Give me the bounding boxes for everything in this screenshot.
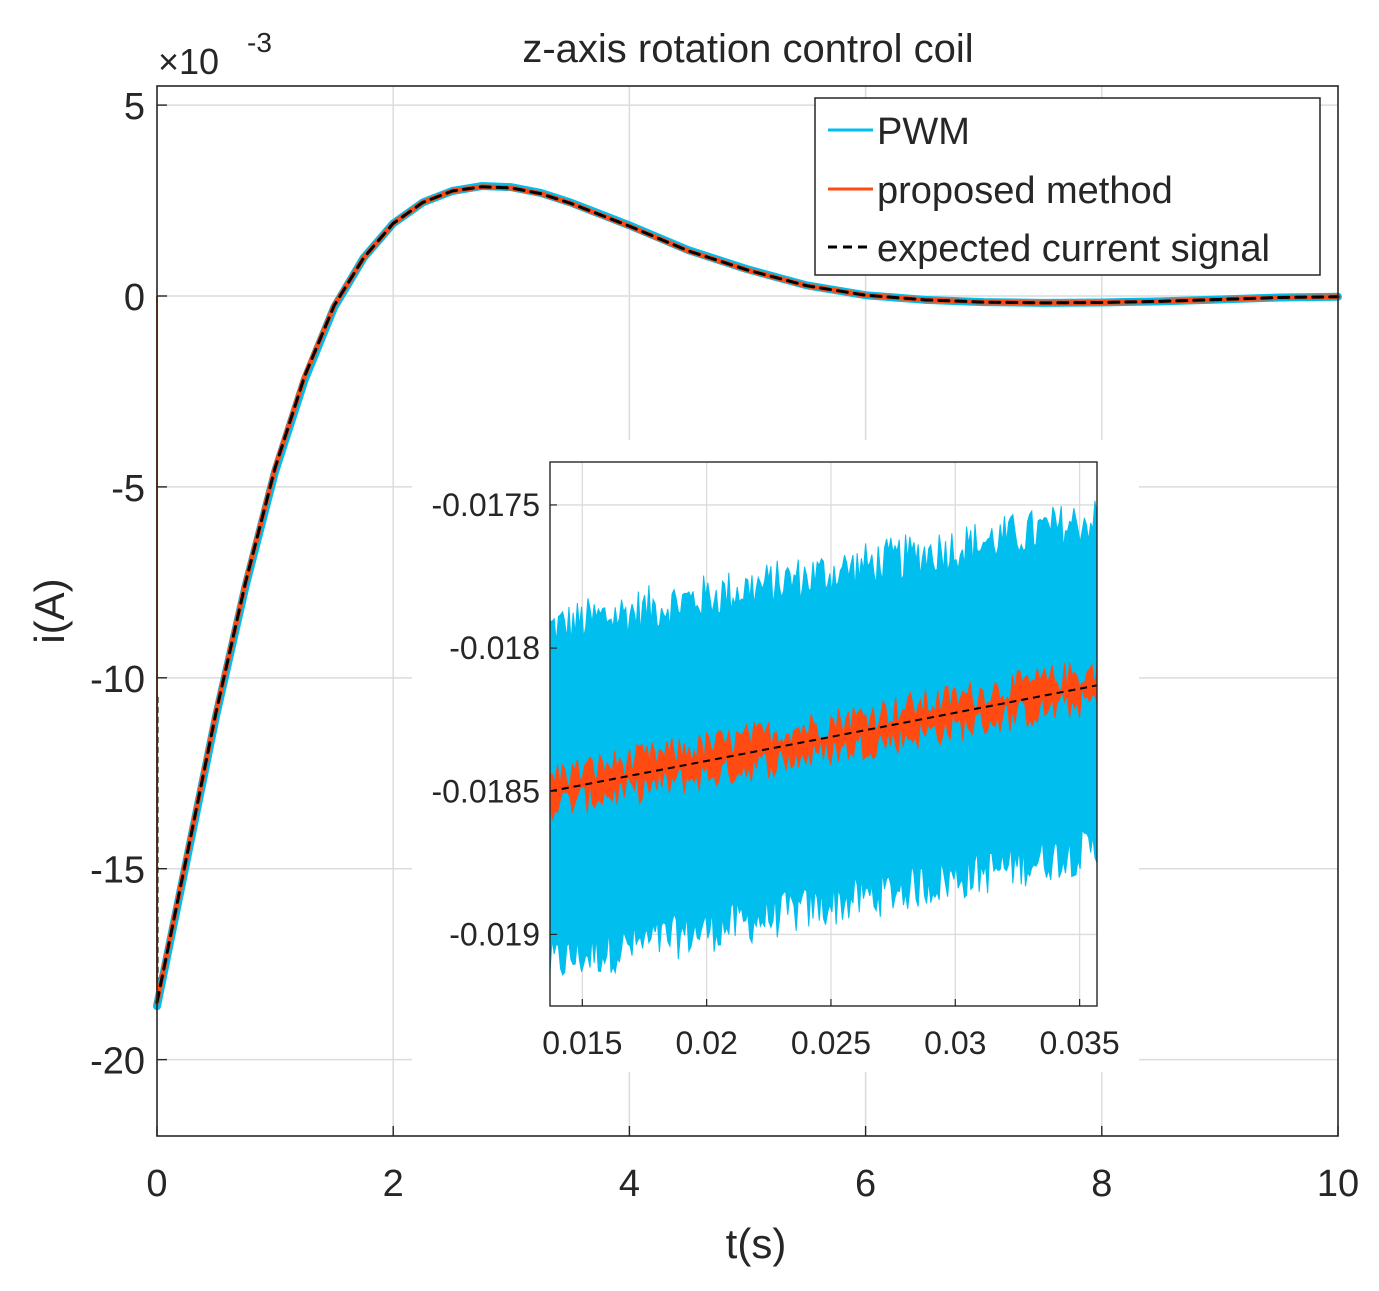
inset-ytick-label: -0.0185 (431, 773, 540, 809)
inset-plot: 0.015 0.02 0.025 0.03 0.035 -0.019 -0.0185 -0.0… (412, 440, 1139, 1072)
inset-xtick-label: 0.02 (676, 1025, 738, 1061)
inset-series-proposed-method (550, 662, 1097, 821)
main-xtick-label: 8 (1091, 1163, 1112, 1205)
exponent-power: -3 (247, 27, 272, 58)
y-axis-label: i(A) (26, 578, 73, 643)
inset-plot-frame (549, 461, 1098, 1007)
legend-label-expected: expected current signal (877, 228, 1270, 270)
legend-box (814, 97, 1321, 276)
inset-ytick-label: -0.019 (449, 916, 540, 952)
main-ytick-label: 5 (124, 86, 145, 128)
legend-label-proposed: proposed method (877, 170, 1173, 212)
main-plot-frame (156, 85, 1339, 1137)
main-xtick-label: 4 (619, 1163, 640, 1205)
inset-series (550, 500, 1097, 976)
main-series-expected-current-signal (155, 185, 1340, 1004)
main-xtick-label: 2 (383, 1163, 404, 1205)
main-xtick-label: 10 (1317, 1163, 1359, 1205)
main-ytick-label: -5 (111, 468, 145, 510)
legend-label-pwm: PWM (877, 111, 970, 153)
main-ytick-label: -15 (90, 850, 145, 892)
inset-tick-labels: 0.015 0.02 0.025 0.03 0.035 -0.019 -0.0185 -0.0… (431, 487, 1119, 1061)
x-axis-label: t(s) (726, 1220, 787, 1267)
legend: PWM proposed method expected current sig… (814, 97, 1321, 276)
inset-ytick-label: -0.0175 (431, 487, 540, 523)
main-ytick-label: -20 (90, 1041, 145, 1083)
main-xtick-label: 0 (146, 1163, 167, 1205)
main-xtick-label: 6 (855, 1163, 876, 1205)
inset-series-expected-current-signal (550, 684, 1097, 793)
inset-xtick-label: 0.025 (791, 1025, 871, 1061)
inset-xtick-label: 0.015 (542, 1025, 622, 1061)
exponent-base: ×10 (158, 41, 219, 82)
inset-xtick-label: 0.03 (924, 1025, 986, 1061)
inset-xtick-label: 0.035 (1040, 1025, 1120, 1061)
chart-title: z-axis rotation control coil (522, 27, 973, 71)
main-tick-labels: 0 2 4 6 8 10 -20 -15 -10 -5 0 5 (90, 86, 1359, 1205)
inset-ytick-label: -0.018 (449, 630, 540, 666)
main-ytick-label: 0 (124, 277, 145, 319)
main-ytick-label: -10 (90, 659, 145, 701)
